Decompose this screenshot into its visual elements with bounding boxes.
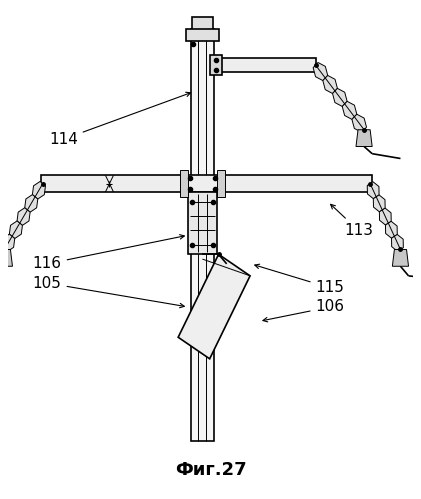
Polygon shape [9, 221, 22, 239]
Bar [188, 192, 216, 254]
Text: 115: 115 [255, 264, 344, 295]
Polygon shape [313, 62, 328, 80]
Bar [214, 58, 316, 72]
Bar [210, 55, 222, 75]
Bar [180, 171, 188, 197]
Bar [191, 29, 214, 441]
Polygon shape [392, 250, 408, 266]
Polygon shape [25, 195, 38, 212]
Polygon shape [367, 182, 379, 199]
Polygon shape [0, 250, 13, 266]
Polygon shape [32, 182, 45, 199]
Polygon shape [2, 234, 15, 251]
Polygon shape [178, 254, 250, 359]
Text: 116: 116 [33, 235, 184, 271]
Polygon shape [333, 88, 347, 106]
Polygon shape [386, 221, 397, 238]
Polygon shape [352, 114, 367, 132]
Text: Фиг.27: Фиг.27 [175, 461, 246, 479]
Text: 113: 113 [330, 205, 373, 238]
Polygon shape [356, 130, 372, 147]
Polygon shape [323, 75, 337, 93]
Polygon shape [373, 195, 385, 212]
Polygon shape [379, 208, 391, 225]
Text: 105: 105 [33, 275, 184, 308]
Bar [186, 29, 218, 41]
Polygon shape [392, 235, 403, 251]
Bar [192, 17, 213, 34]
Polygon shape [17, 208, 30, 226]
Polygon shape [342, 101, 357, 119]
Text: 106: 106 [263, 299, 344, 322]
Bar [41, 175, 372, 192]
Text: 114: 114 [49, 92, 191, 147]
Bar [216, 171, 225, 197]
